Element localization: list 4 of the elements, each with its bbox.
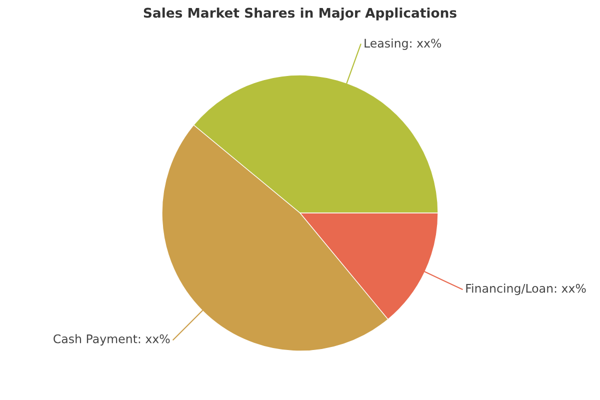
slice-label: Cash Payment: xx% <box>54 334 170 346</box>
chart-title: Sales Market Shares in Major Applications <box>144 8 456 20</box>
slice-label: Financing/Loan: xx% <box>466 284 586 296</box>
slice-label: Leasing: xx% <box>364 38 442 50</box>
